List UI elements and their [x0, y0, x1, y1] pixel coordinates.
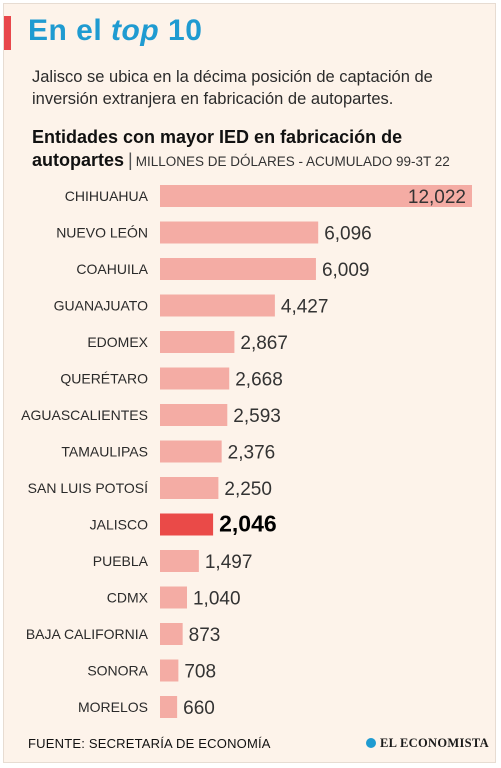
bar [160, 185, 472, 207]
category-label: TAMAULIPAS [61, 444, 148, 460]
value-label: 2,046 [219, 511, 277, 537]
chart-title: Entidades con mayor IED en fabricación d… [32, 126, 492, 173]
brand-name: EL ECONOMISTA [380, 736, 489, 750]
brand-logo: EL ECONOMISTA [366, 736, 489, 751]
bar [160, 367, 230, 390]
bar [160, 659, 179, 682]
value-label: 12,022 [408, 187, 466, 208]
category-label: CDMX [107, 590, 149, 606]
title-accent-bar [4, 16, 11, 50]
value-label: 6,096 [324, 224, 372, 245]
bar-highlight [160, 513, 214, 536]
category-label: SONORA [87, 663, 148, 679]
source-note: FUENTE: SECRETARÍA DE ECONOMÍA [28, 736, 271, 751]
bar [160, 623, 183, 645]
bar [160, 221, 319, 244]
chart-units: MILLONES DE DÓLARES - ACUMULADO 99-3T 22 [135, 154, 450, 169]
category-label: BAJA CALIFORNIA [26, 626, 149, 642]
value-label: 2,668 [235, 370, 283, 391]
value-label: 660 [183, 698, 215, 719]
page-title: En el top 10 [28, 14, 202, 48]
bar [160, 696, 178, 718]
value-label: 6,009 [322, 260, 370, 281]
bar [160, 586, 187, 609]
category-label: COAHUILA [76, 261, 148, 277]
value-label: 2,376 [228, 443, 276, 464]
chart-title-main: Entidades con mayor IED en fabricación d… [32, 127, 403, 170]
category-label: QUERÉTARO [60, 371, 148, 387]
value-label: 873 [189, 625, 221, 646]
bar [160, 550, 199, 572]
category-label: GUANAJUATO [54, 298, 148, 314]
category-label: AGUASCALIENTES [21, 407, 148, 423]
bar [160, 477, 219, 499]
subtitle: Jalisco se ubica en la décima posición d… [32, 68, 433, 108]
chart-title-separator: | [128, 150, 133, 170]
bar [160, 440, 222, 463]
bar [160, 404, 228, 426]
infographic-card: En el top 10 Jalisco se ubica en la déci… [3, 3, 496, 763]
title-part-2: 10 [159, 14, 203, 47]
category-label: PUEBLA [93, 553, 149, 569]
category-label: JALISCO [90, 517, 148, 533]
value-label: 1,040 [193, 589, 241, 610]
value-label: 4,427 [281, 297, 329, 318]
category-label: EDOMEX [87, 334, 148, 350]
bar [160, 258, 316, 280]
value-label: 708 [184, 662, 216, 683]
bar [160, 331, 235, 353]
value-label: 2,867 [240, 333, 288, 354]
title-emphasis: top [111, 14, 160, 47]
bar [160, 294, 275, 317]
title-part-1: En el [28, 14, 112, 47]
value-label: 1,497 [205, 552, 253, 573]
category-label: SAN LUIS POTOSÍ [28, 480, 148, 496]
category-label: MORELOS [78, 699, 148, 715]
brand-icon [366, 738, 376, 748]
category-label: NUEVO LEÓN [56, 225, 148, 241]
value-label: 2,593 [233, 406, 281, 427]
value-label: 2,250 [224, 479, 272, 500]
category-label: CHIHUAHUA [65, 188, 149, 204]
